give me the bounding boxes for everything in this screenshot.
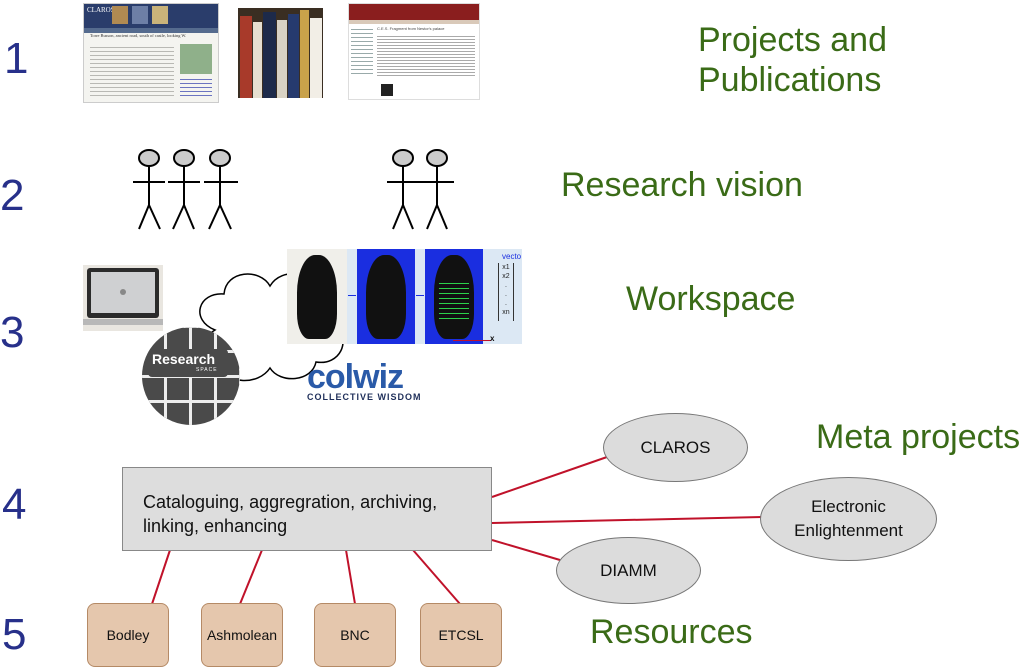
- process-line-2: linking, enhancing: [143, 516, 288, 536]
- label-meta-projects: Meta projects: [816, 418, 1021, 456]
- vector-var: x2: [502, 273, 510, 280]
- bookshelf-photo: [238, 8, 323, 98]
- stick-figure-group-left: [133, 149, 238, 230]
- colwiz-logo: colwiz COLLECTIVE WISDOM: [307, 358, 422, 402]
- laptop-photo: [83, 265, 163, 331]
- resource-bodley: Bodley: [87, 603, 169, 667]
- vector-var: .: [505, 291, 507, 298]
- cataloguing-process-box: Cataloguing, aggregration, archiving, li…: [122, 467, 492, 551]
- ee-line-2: Enlightenment: [794, 521, 903, 540]
- row-number-2: 2: [0, 171, 25, 220]
- meta-project-claros: CLAROS: [603, 413, 748, 482]
- researchspace-sub: SPACE: [196, 367, 218, 373]
- resource-ashmolean: Ashmolean: [201, 603, 283, 667]
- publication-title-text: C.E.S. Fragment from Nestor's palace: [377, 26, 445, 31]
- row-number-4: 4: [2, 480, 27, 529]
- stick-figure-icon: [168, 149, 200, 230]
- meta-project-connectors: [491, 456, 763, 561]
- resource-etcsl: ETCSL: [420, 603, 502, 667]
- vector-var: .: [505, 300, 507, 307]
- label-projects-publications: Projects and Publications: [698, 20, 887, 100]
- stick-figure-icon: [420, 149, 454, 230]
- ee-line-1: Electronic: [811, 497, 886, 516]
- colwiz-name: colwiz: [307, 358, 404, 396]
- meta-project-electronic-enlightenment: Electronic Enlightenment: [760, 477, 937, 561]
- process-line-1: Cataloguing, aggregration, archiving,: [143, 492, 438, 512]
- label-workspace: Workspace: [626, 280, 796, 318]
- row-number-5: 5: [2, 610, 27, 659]
- meta-project-diamm: DIAMM: [556, 537, 701, 604]
- row-number-1: 1: [4, 34, 29, 83]
- label-line-2: Publications: [698, 61, 882, 99]
- vector-label: vecto: [502, 252, 522, 261]
- researchspace-logo: Research SPACE: [142, 327, 240, 425]
- claros-title-text: Torre Busson, ancient road, south of cas…: [90, 33, 187, 38]
- vector-var: xn: [502, 309, 510, 316]
- stick-figure-icon: [204, 149, 238, 230]
- publication-webpage-thumbnail: C.E.S. Fragment from Nestor's palace: [348, 3, 480, 100]
- researchspace-name: Research: [152, 351, 216, 367]
- vase-icon: [297, 255, 337, 339]
- colwiz-tagline: COLLECTIVE WISDOM: [307, 392, 422, 402]
- vector-var: .: [505, 282, 507, 289]
- resource-connectors: [151, 549, 461, 605]
- stick-figure-icon: [133, 149, 165, 230]
- vase-icon: [366, 255, 406, 339]
- label-research-vision: Research vision: [561, 166, 803, 204]
- apple-icon: [120, 289, 126, 295]
- vase-analysis-image: vecto x1 x2 . . . xn x: [287, 249, 522, 344]
- vector-var: x1: [502, 264, 510, 271]
- claros-website-thumbnail: CLAROS Torre Busson, ancient road, south…: [83, 3, 219, 103]
- claros-header-text: CLAROS: [87, 6, 115, 14]
- x-axis-line: [453, 340, 491, 341]
- stick-figure-icon: [387, 149, 420, 230]
- stick-figure-group-right: [387, 149, 454, 230]
- label-line-1: Projects and: [698, 21, 887, 59]
- row-number-3: 3: [0, 308, 25, 357]
- resource-bnc: BNC: [314, 603, 396, 667]
- x-axis-label: x: [490, 334, 495, 343]
- label-resources: Resources: [590, 613, 753, 651]
- vector-bracket: x1 x2 . . . xn: [498, 263, 514, 321]
